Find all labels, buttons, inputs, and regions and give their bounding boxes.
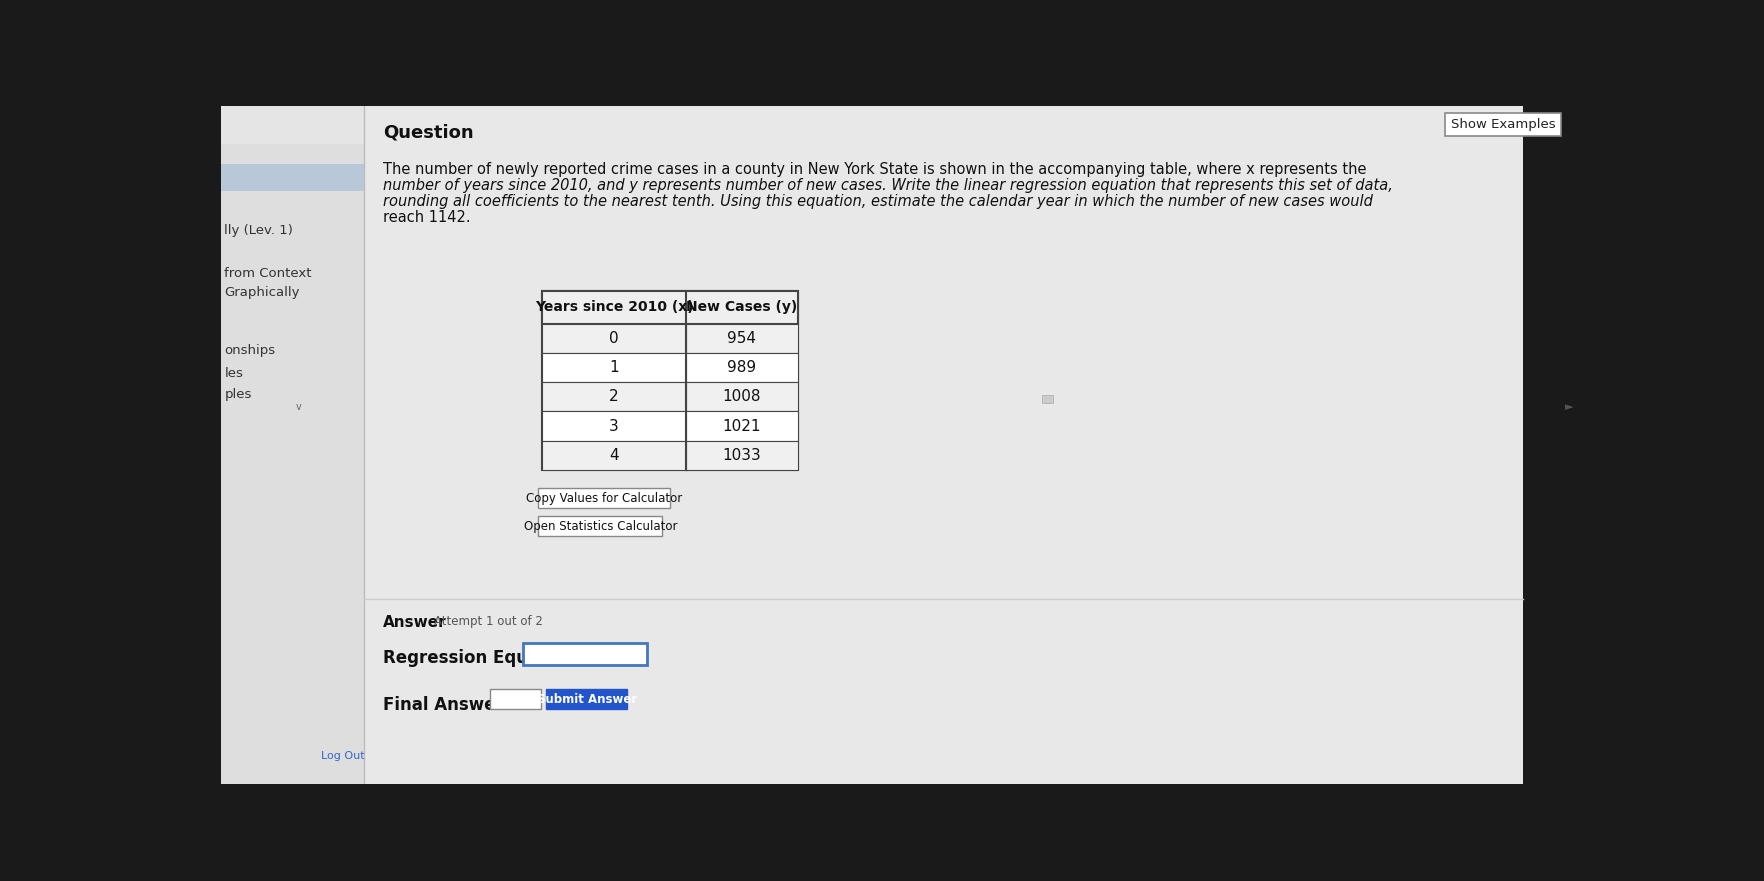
- Text: Log Out: Log Out: [321, 751, 365, 761]
- Bar: [542, 292, 797, 470]
- Bar: [542, 353, 797, 382]
- Text: from Context: from Context: [224, 267, 312, 280]
- Bar: [1041, 396, 1053, 403]
- Text: Final Answer:: Final Answer:: [383, 695, 510, 714]
- Text: ►: ►: [1563, 402, 1572, 411]
- Bar: [522, 643, 647, 665]
- Text: New Cases (y): New Cases (y): [686, 300, 797, 315]
- Bar: [490, 689, 540, 709]
- Text: reach 1142.: reach 1142.: [383, 211, 471, 226]
- Text: Graphically: Graphically: [224, 286, 300, 299]
- Text: number of years since 2010, and y represents number of new cases. Write the line: number of years since 2010, and y repres…: [383, 178, 1392, 193]
- Bar: [538, 516, 662, 537]
- Text: 3: 3: [609, 418, 619, 433]
- Bar: [542, 382, 797, 411]
- Text: Answer: Answer: [383, 615, 446, 630]
- Text: 2: 2: [609, 389, 619, 404]
- Text: 1008: 1008: [721, 389, 760, 404]
- Text: rounding all coefficients to the nearest tenth. Using this equation, estimate th: rounding all coefficients to the nearest…: [383, 195, 1372, 210]
- Text: 1021: 1021: [721, 418, 760, 433]
- Text: Copy Values for Calculator: Copy Values for Calculator: [526, 492, 683, 505]
- Text: Show Examples: Show Examples: [1450, 118, 1554, 130]
- Bar: [363, 106, 1522, 784]
- Bar: [220, 106, 363, 144]
- Text: 1033: 1033: [721, 448, 760, 463]
- Bar: [220, 106, 363, 784]
- Text: lly (Lev. 1): lly (Lev. 1): [224, 225, 293, 237]
- Text: Open Statistics Calculator: Open Statistics Calculator: [524, 520, 677, 533]
- Text: onships: onships: [224, 344, 275, 357]
- Text: les: les: [224, 366, 243, 380]
- Text: 4: 4: [609, 448, 619, 463]
- Bar: [542, 292, 797, 323]
- Text: 1: 1: [609, 360, 619, 375]
- Text: Years since 2010 (x): Years since 2010 (x): [534, 300, 693, 315]
- Text: 989: 989: [727, 360, 757, 375]
- Bar: [538, 488, 670, 508]
- Bar: [545, 689, 628, 709]
- Text: v: v: [295, 402, 302, 411]
- Bar: [1522, 106, 1588, 784]
- Text: The number of newly reported crime cases in a county in New York State is shown : The number of newly reported crime cases…: [383, 162, 1365, 177]
- Bar: [542, 440, 797, 470]
- Text: Attempt 1 out of 2: Attempt 1 out of 2: [434, 615, 542, 627]
- Bar: [1445, 113, 1561, 136]
- Text: Submit Answer: Submit Answer: [536, 692, 637, 706]
- Text: Regression Equation:: Regression Equation:: [383, 649, 582, 667]
- Text: Question: Question: [383, 123, 475, 142]
- Text: ples: ples: [224, 388, 252, 401]
- Bar: [542, 323, 797, 353]
- Bar: [542, 411, 797, 440]
- Bar: [220, 164, 363, 191]
- Text: 954: 954: [727, 330, 757, 345]
- Text: 0: 0: [609, 330, 619, 345]
